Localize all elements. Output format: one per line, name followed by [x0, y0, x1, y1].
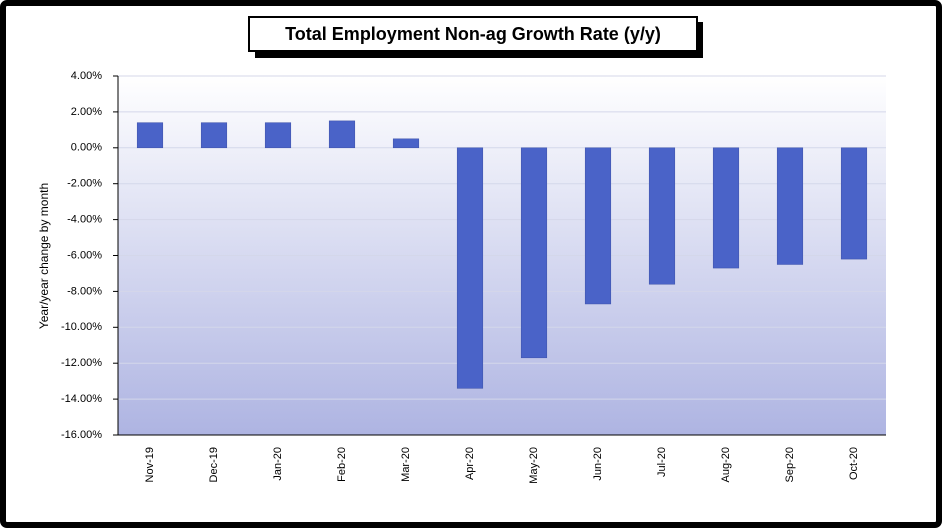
x-tick-label: Feb-20	[336, 447, 348, 482]
title-box	[248, 16, 698, 52]
x-tick-label: Jul-20	[656, 447, 668, 477]
bar	[264, 122, 292, 149]
y-tick-label: 4.00%	[71, 70, 102, 82]
x-tick-label: Aug-20	[720, 447, 732, 482]
y-tick-label: -6.00%	[67, 249, 102, 261]
bar	[840, 147, 868, 260]
y-tick-label: 0.00%	[71, 142, 102, 154]
x-tick-label: May-20	[528, 447, 540, 484]
bar	[776, 147, 804, 265]
bar	[584, 147, 612, 305]
x-tick-label: Apr-20	[464, 447, 476, 480]
bar	[328, 120, 356, 149]
x-tick-label: Sep-20	[784, 447, 796, 482]
bar	[200, 122, 228, 149]
y-tick-label: -4.00%	[67, 214, 102, 226]
x-tick-label: Jun-20	[592, 447, 604, 481]
x-tick-label: Jan-20	[272, 447, 284, 481]
bar	[392, 138, 420, 149]
x-tick-label: Nov-19	[144, 447, 156, 482]
bar	[136, 122, 164, 149]
y-tick-label: -12.00%	[61, 357, 102, 369]
y-tick-label: -10.00%	[61, 321, 102, 333]
y-tick-label: 2.00%	[71, 106, 102, 118]
x-tick-label: Dec-19	[208, 447, 220, 482]
chart-title: Total Employment Non-ag Growth Rate (y/y…	[285, 24, 661, 44]
bar	[520, 147, 548, 359]
x-tick-label: Oct-20	[848, 447, 860, 480]
y-tick-label: -8.00%	[67, 285, 102, 297]
y-tick-label: -2.00%	[67, 178, 102, 190]
bar	[456, 147, 484, 389]
y-tick-label: -14.00%	[61, 393, 102, 405]
y-tick-label: -16.00%	[61, 429, 102, 441]
bar	[648, 147, 676, 285]
y-axis-label: Year/year change by month	[37, 183, 51, 329]
bar	[712, 147, 740, 269]
x-tick-label: Mar-20	[400, 447, 412, 482]
